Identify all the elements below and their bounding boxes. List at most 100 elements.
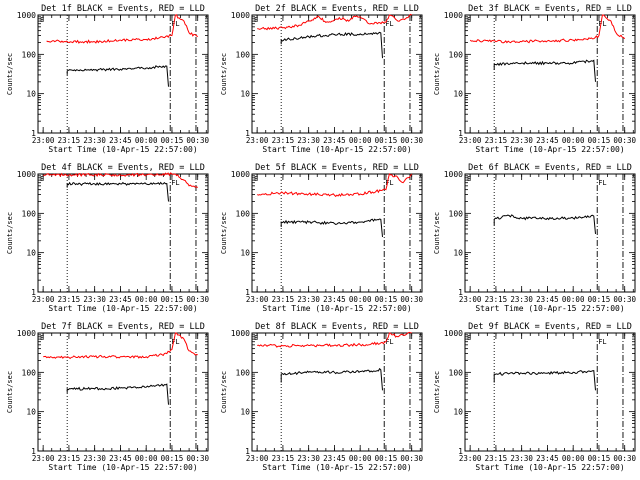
y-tick-label: 10 xyxy=(453,249,463,258)
x-tick-label: 00:00 xyxy=(135,454,158,463)
x-tick-label: 23:45 xyxy=(109,295,132,304)
y-tick-label: 100 xyxy=(236,368,251,377)
y-tick-label: 10 xyxy=(26,408,36,417)
panel-6: Det 6f BLACK = Events, RED = LLD11010010… xyxy=(433,163,636,313)
x-tick-label: 00:15 xyxy=(588,136,611,145)
x-tick-label: 23:00 xyxy=(246,454,269,463)
y-tick-label: 1000 xyxy=(444,170,463,179)
marker-label-e: E xyxy=(254,334,258,342)
x-tick-label: 23:30 xyxy=(83,136,106,145)
y-tick-label: 10 xyxy=(453,90,463,99)
y-tick-label: 10 xyxy=(26,90,36,99)
x-axis-label: Start Time (10-Apr-15 22:57:00) xyxy=(262,145,411,154)
plot-frame xyxy=(252,174,422,292)
x-tick-label: 23:30 xyxy=(510,136,533,145)
x-tick-label: 23:15 xyxy=(485,454,508,463)
events-series-line xyxy=(281,219,382,237)
x-axis-label: Start Time (10-Apr-15 22:57:00) xyxy=(48,463,197,472)
x-axis-label: Start Time (10-Apr-15 22:57:00) xyxy=(48,304,197,313)
x-tick-label: 00:15 xyxy=(375,454,398,463)
x-tick-label: 23:45 xyxy=(536,295,559,304)
x-tick-label: 23:00 xyxy=(459,295,482,304)
events-series-line xyxy=(67,66,168,87)
y-tick-label: 100 xyxy=(236,209,251,218)
plot-frame xyxy=(38,15,208,133)
events-series-line xyxy=(494,60,595,82)
panel-7: Det 7f BLACK = Events, RED = LLD 1 10 100 10… xyxy=(6,322,209,472)
panel-8: Det 8f BLACK = Events, RED = LLD11010010… xyxy=(220,322,423,472)
y-tick-label: 1000 xyxy=(17,170,36,179)
plot-frame xyxy=(465,174,635,292)
marker-label-fl: FL xyxy=(598,20,606,28)
x-tick-label: 00:30 xyxy=(186,136,209,145)
panel-1: Det 1f BLACK = Events, RED = LLD 1 10 100 10… xyxy=(6,4,209,154)
x-tick-label: 23:15 xyxy=(272,136,295,145)
y-tick-label: 100 xyxy=(22,209,37,218)
panel-4: Det 4f BLACK = Events, RED = LLD11010010… xyxy=(6,163,209,313)
marker-label-e: E xyxy=(467,334,471,342)
marker-label-fl: FL xyxy=(171,20,179,28)
marker-label-e: E xyxy=(40,16,44,24)
y-tick-label: 10 xyxy=(240,249,250,258)
x-tick-label: 23:45 xyxy=(536,136,559,145)
plot-frame xyxy=(465,333,635,451)
events-series-line xyxy=(494,215,595,234)
panel-title: Det 1f BLACK = Events, RED = LLD xyxy=(41,4,205,14)
y-axis-label: Counts/sec xyxy=(220,371,228,413)
x-tick-label: 00:00 xyxy=(135,295,158,304)
x-tick-label: 23:45 xyxy=(109,454,132,463)
x-tick-label: 00:00 xyxy=(349,295,372,304)
x-tick-label: 00:30 xyxy=(400,454,423,463)
x-tick-label: 23:30 xyxy=(510,295,533,304)
panel-title: Det 8f BLACK = Events, RED = LLD xyxy=(255,322,419,332)
x-tick-label: 23:30 xyxy=(510,454,533,463)
y-tick-label: 1000 xyxy=(231,170,250,179)
x-tick-label: 00:15 xyxy=(161,454,184,463)
x-tick-label: 23:00 xyxy=(32,295,55,304)
x-tick-label: 00:00 xyxy=(562,295,585,304)
x-tick-label: 00:30 xyxy=(613,295,636,304)
y-tick-label: 100 xyxy=(449,50,464,59)
x-tick-label: 23:15 xyxy=(272,454,295,463)
plot-frame xyxy=(465,15,635,133)
marker-label-e: E xyxy=(467,16,471,24)
x-tick-label: 23:15 xyxy=(485,295,508,304)
y-axis-label: Counts/sec xyxy=(433,53,441,95)
x-tick-label: 23:15 xyxy=(485,136,508,145)
marker-label-e: E xyxy=(254,175,258,183)
panel-5: Det 5f BLACK = Events, RED = LLD 1 10 100 10… xyxy=(220,163,423,313)
plot-frame xyxy=(252,15,422,133)
x-tick-label: 23:15 xyxy=(58,136,81,145)
y-axis-label: Counts/sec xyxy=(6,371,14,413)
y-axis-label: Counts/sec xyxy=(6,212,14,254)
panel-title: Det 4f BLACK = Events, RED = LLD xyxy=(41,163,205,173)
panel-title: Det 2f BLACK = Events, RED = LLD xyxy=(255,4,419,14)
marker-label-e: E xyxy=(254,16,258,24)
events-series-line xyxy=(281,369,382,391)
x-tick-label: 23:15 xyxy=(272,295,295,304)
y-tick-label: 100 xyxy=(22,50,37,59)
y-tick-label: 1000 xyxy=(231,329,250,338)
events-series-line xyxy=(67,384,168,405)
events-series-line xyxy=(67,183,168,202)
x-tick-label: 23:00 xyxy=(32,136,55,145)
x-tick-label: 23:45 xyxy=(323,136,346,145)
x-tick-label: 00:00 xyxy=(562,454,585,463)
x-tick-label: 23:30 xyxy=(297,454,320,463)
x-axis-label: Start Time (10-Apr-15 22:57:00) xyxy=(48,145,197,154)
x-tick-label: 00:30 xyxy=(400,136,423,145)
y-tick-label: 1000 xyxy=(17,329,36,338)
x-tick-label: 23:45 xyxy=(536,454,559,463)
panel-3: Det 3f BLACK = Events, RED = LLD11010010… xyxy=(433,4,636,154)
x-tick-label: 00:00 xyxy=(135,136,158,145)
panel-title: Det 7f BLACK = Events, RED = LLD xyxy=(41,322,205,332)
x-tick-label: 23:00 xyxy=(246,136,269,145)
x-tick-label: 00:00 xyxy=(349,136,372,145)
x-axis-label: Start Time (10-Apr-15 22:57:00) xyxy=(262,304,411,313)
x-tick-label: 00:30 xyxy=(613,454,636,463)
x-tick-label: 00:30 xyxy=(613,136,636,145)
y-tick-label: 10 xyxy=(26,249,36,258)
y-axis-label: Counts/sec xyxy=(433,212,441,254)
y-tick-label: 10 xyxy=(453,408,463,417)
y-tick-label: 1000 xyxy=(444,329,463,338)
